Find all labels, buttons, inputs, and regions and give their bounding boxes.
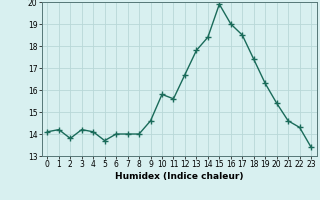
X-axis label: Humidex (Indice chaleur): Humidex (Indice chaleur) — [115, 172, 244, 181]
